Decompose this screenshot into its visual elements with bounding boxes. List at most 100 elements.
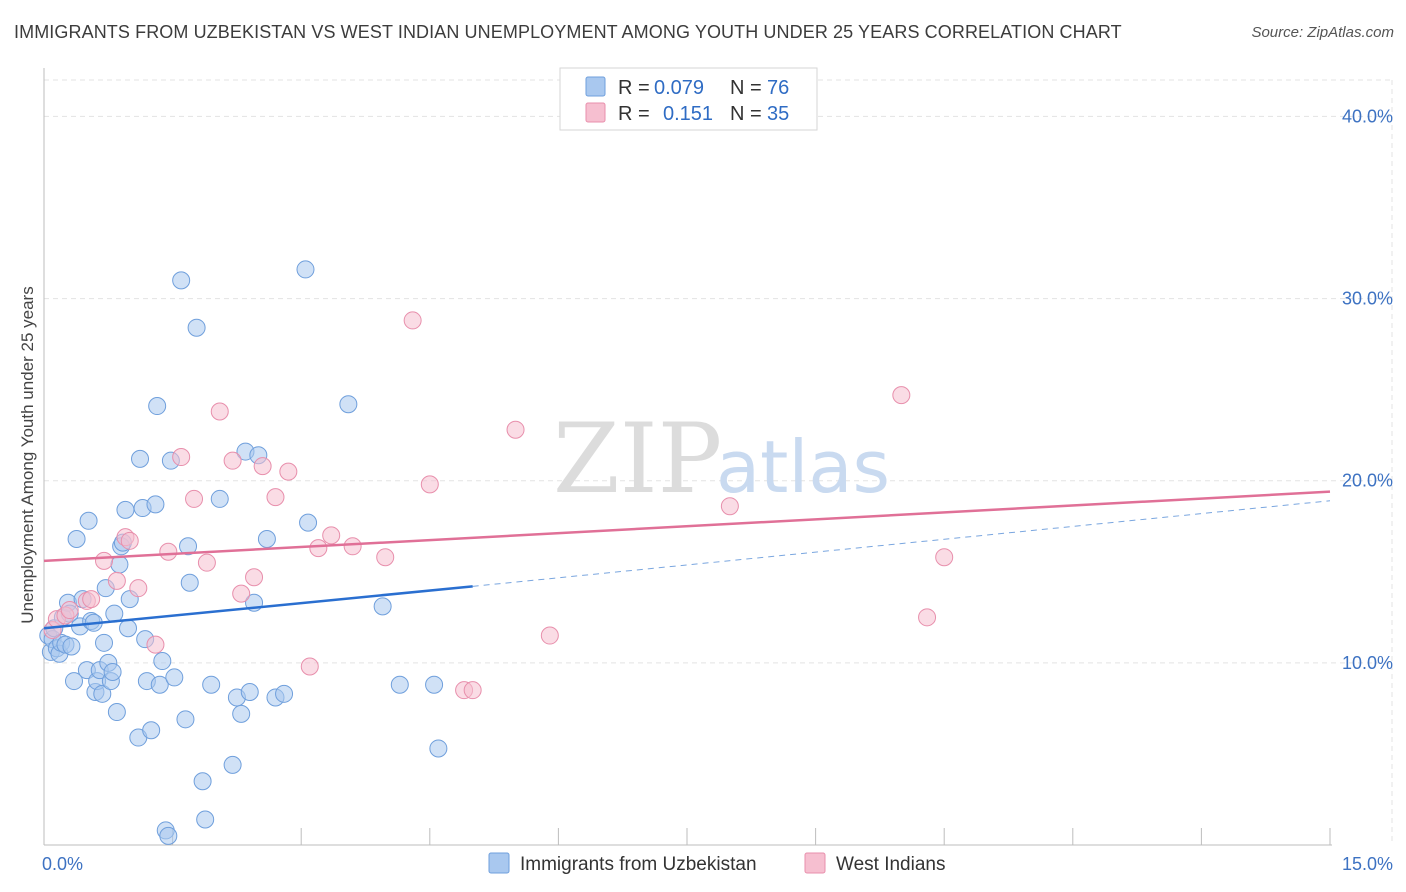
point-west-indians — [309, 539, 328, 558]
point-west-indians — [107, 571, 126, 590]
point-uzbekistan — [187, 318, 206, 337]
point-uzbekistan — [153, 652, 172, 671]
x-tick-labels: 0.0% 15.0% — [42, 854, 1393, 874]
point-uzbekistan — [193, 772, 212, 791]
point-uzbekistan — [116, 500, 135, 519]
point-uzbekistan — [223, 755, 242, 774]
point-uzbekistan — [176, 710, 195, 729]
x-tick-label: 0.0% — [42, 854, 83, 874]
point-west-indians — [279, 462, 298, 481]
series-legend-swatch-uzbekistan — [488, 852, 510, 874]
point-uzbekistan — [107, 703, 126, 722]
point-uzbekistan — [110, 555, 129, 574]
point-uzbekistan — [95, 633, 114, 652]
legend-r-value: 0.079 — [654, 77, 704, 99]
point-west-indians — [506, 420, 525, 439]
point-uzbekistan — [425, 675, 444, 694]
point-west-indians — [245, 568, 264, 587]
y-axis-label: Unemployment Among Youth under 25 years — [18, 286, 37, 623]
source-credit: Source: ZipAtlas.com — [1251, 24, 1394, 41]
trend-line-west-indians — [43, 490, 1331, 563]
point-uzbekistan — [299, 513, 318, 532]
point-west-indians — [159, 542, 178, 561]
trend-line-uzbekistan-extension — [472, 500, 1331, 587]
legend-swatch-uzbekistan — [585, 76, 606, 97]
point-west-indians — [129, 579, 148, 598]
legend-n-label: N = — [730, 103, 762, 125]
point-west-indians — [892, 386, 911, 405]
point-uzbekistan — [179, 537, 198, 556]
point-west-indians — [253, 457, 272, 476]
point-uzbekistan — [103, 662, 122, 681]
point-uzbekistan — [373, 597, 392, 616]
point-west-indians — [60, 601, 79, 620]
y-tick-label: 10.0% — [1342, 653, 1393, 673]
point-west-indians — [540, 626, 559, 645]
series-legend-label-west-indians: West Indians — [836, 854, 945, 875]
point-west-indians — [918, 608, 937, 627]
point-uzbekistan — [65, 672, 84, 691]
gridlines — [44, 79, 1393, 845]
point-uzbekistan — [232, 704, 251, 723]
point-west-indians — [376, 548, 395, 567]
stats-legend: R = 0.079 N = 76 R = 0.151 N = 35 — [559, 67, 818, 131]
point-west-indians — [322, 526, 341, 545]
point-west-indians — [120, 531, 139, 550]
legend-n-value: 35 — [767, 103, 789, 125]
point-west-indians — [266, 488, 285, 507]
axes — [43, 68, 1332, 846]
point-west-indians — [232, 584, 251, 603]
point-west-indians — [95, 551, 114, 570]
point-west-indians — [720, 497, 739, 516]
point-uzbekistan — [202, 675, 221, 694]
point-west-indians — [185, 489, 204, 508]
point-uzbekistan — [196, 810, 215, 829]
point-uzbekistan — [210, 489, 229, 508]
point-uzbekistan — [148, 397, 167, 416]
legend-r-value: 0.151 — [663, 103, 713, 125]
series-legend-label-uzbekistan: Immigrants from Uzbekistan — [520, 854, 757, 875]
point-west-indians — [300, 657, 319, 676]
point-west-indians — [420, 475, 439, 494]
point-uzbekistan — [257, 530, 276, 548]
point-uzbekistan — [62, 637, 81, 656]
legend-n-label: N = — [730, 77, 762, 99]
watermark-zip: ZIP — [553, 403, 722, 515]
watermark-atlas: atlas — [716, 425, 890, 509]
y-tick-label: 30.0% — [1342, 289, 1393, 309]
point-west-indians — [223, 451, 242, 470]
point-uzbekistan — [150, 675, 169, 694]
point-uzbekistan — [119, 619, 138, 638]
point-uzbekistan — [296, 260, 315, 279]
point-uzbekistan — [275, 684, 294, 703]
point-uzbekistan — [93, 684, 112, 703]
point-west-indians — [172, 448, 191, 467]
point-uzbekistan — [67, 530, 86, 548]
trend-lines — [43, 490, 1331, 630]
legend-n-value: 76 — [767, 77, 789, 99]
point-uzbekistan — [180, 573, 199, 592]
y-tick-label: 20.0% — [1342, 471, 1393, 491]
point-uzbekistan — [142, 721, 161, 740]
point-west-indians — [935, 548, 954, 567]
point-west-indians — [210, 402, 229, 421]
point-uzbekistan — [172, 271, 191, 290]
point-uzbekistan — [429, 739, 448, 758]
point-uzbekistan — [339, 395, 358, 414]
chart-title: IMMIGRANTS FROM UZBEKISTAN VS WEST INDIA… — [14, 22, 1122, 42]
point-uzbekistan — [165, 668, 184, 687]
point-uzbekistan — [146, 495, 165, 514]
y-tick-labels: 10.0% 20.0% 30.0% 40.0% — [1342, 106, 1393, 672]
data-points — [39, 260, 954, 845]
point-uzbekistan — [79, 511, 98, 530]
legend-r-label: R = — [618, 103, 650, 125]
legend-r-label: R = — [618, 77, 650, 99]
x-tick-label: 15.0% — [1342, 854, 1393, 874]
trend-line-uzbekistan — [43, 585, 473, 630]
point-uzbekistan — [240, 683, 259, 701]
y-tick-label: 40.0% — [1342, 106, 1393, 126]
point-west-indians — [403, 311, 422, 330]
series-legend-swatch-west-indians — [804, 852, 826, 874]
point-west-indians — [343, 537, 362, 556]
